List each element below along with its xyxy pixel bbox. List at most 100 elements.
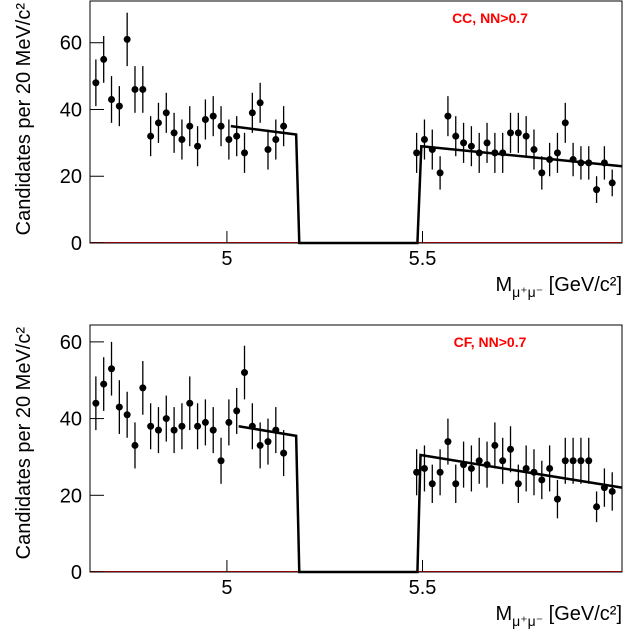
data-point xyxy=(499,457,507,465)
data-point xyxy=(201,115,209,123)
data-point xyxy=(467,464,475,472)
data-point xyxy=(436,468,444,476)
data-point xyxy=(147,422,155,430)
data-point xyxy=(280,449,288,457)
data-point xyxy=(280,122,288,130)
data-point xyxy=(170,129,178,137)
data-point xyxy=(147,132,155,140)
y-tick-label: 60 xyxy=(60,33,82,55)
data-point xyxy=(248,109,256,117)
data-point xyxy=(162,415,170,423)
data-point xyxy=(272,136,280,144)
x-tick-label: 5 xyxy=(221,248,232,270)
panel: 0 20 40 60 5 5.5 Mμ⁺μ⁻ [GeV/c²] Candidates per … xyxy=(13,0,623,300)
data-point xyxy=(256,99,264,107)
data-point xyxy=(553,495,561,503)
y-tick-label: 20 xyxy=(60,166,82,188)
data-point xyxy=(108,365,116,373)
panel-label: CF, NN>0.7 xyxy=(454,334,527,350)
x-axis-label: Mμ⁺μ⁻ [GeV/c²] xyxy=(496,603,623,629)
data-point xyxy=(467,142,475,150)
data-point xyxy=(209,426,217,434)
y-axis-label: Candidates per 20 MeV/c² xyxy=(13,3,35,236)
data-point xyxy=(115,102,123,110)
data-point xyxy=(131,441,139,449)
data-point xyxy=(538,169,546,177)
data-point xyxy=(420,464,428,472)
data-point xyxy=(514,129,522,137)
data-point xyxy=(436,169,444,177)
data-point xyxy=(154,426,162,434)
data-point xyxy=(256,441,264,449)
data-point xyxy=(217,457,225,465)
panel: 0 20 40 60 5 5.5 Mμ⁺μ⁻ [GeV/c²] Candidates per … xyxy=(13,324,623,629)
data-point xyxy=(561,457,569,465)
data-point xyxy=(608,487,616,495)
data-point xyxy=(413,149,421,157)
data-point xyxy=(507,129,515,137)
x-tick-label: 5.5 xyxy=(409,248,437,270)
data-point xyxy=(514,480,522,488)
data-point xyxy=(92,79,100,87)
data-point xyxy=(186,399,194,407)
data-point xyxy=(569,457,577,465)
data-point xyxy=(201,418,209,426)
y-tick-label: 20 xyxy=(60,485,82,507)
data-point xyxy=(593,503,601,511)
x-label-sub: μ⁺μ⁻ xyxy=(512,613,543,629)
data-point xyxy=(264,146,272,154)
data-point xyxy=(522,464,530,472)
data-point xyxy=(139,85,147,93)
data-point xyxy=(154,119,162,127)
x-tick-label: 5 xyxy=(221,577,232,599)
data-point xyxy=(593,186,601,194)
data-point xyxy=(241,149,249,157)
data-point xyxy=(444,438,452,446)
data-point xyxy=(92,399,100,407)
data-point xyxy=(115,403,123,411)
y-tick-label: 0 xyxy=(71,562,82,584)
data-point xyxy=(162,109,170,117)
data-point xyxy=(420,136,428,144)
data-point xyxy=(608,179,616,187)
data-point xyxy=(178,422,186,430)
data-point xyxy=(475,457,483,465)
data-point xyxy=(452,480,460,488)
data-point xyxy=(100,380,108,388)
data-point xyxy=(577,457,585,465)
y-tick-label: 40 xyxy=(60,409,82,431)
data-point xyxy=(100,55,108,63)
x-label-unit: [GeV/c²] xyxy=(543,603,622,625)
data-point xyxy=(585,457,593,465)
data-point xyxy=(225,136,233,144)
data-point xyxy=(131,85,139,93)
data-point xyxy=(530,146,538,154)
data-point xyxy=(233,132,241,140)
data-point xyxy=(241,369,249,377)
x-label-sub: μ⁺μ⁻ xyxy=(512,284,543,300)
fit-line xyxy=(230,124,623,245)
data-point xyxy=(546,464,554,472)
data-point xyxy=(186,122,194,130)
data-point xyxy=(108,95,116,103)
y-tick-label: 60 xyxy=(60,332,82,354)
data-point xyxy=(225,418,233,426)
data-point xyxy=(178,136,186,144)
x-label-unit: [GeV/c²] xyxy=(543,274,622,296)
data-point xyxy=(561,119,569,127)
data-point xyxy=(507,445,515,453)
data-point xyxy=(139,384,147,392)
data-point xyxy=(264,438,272,446)
data-point xyxy=(194,142,202,150)
x-label-main: M xyxy=(496,274,513,296)
panel-label: CC, NN>0.7 xyxy=(452,10,528,26)
data-point xyxy=(194,422,202,430)
y-tick-label: 40 xyxy=(60,99,82,121)
data-point xyxy=(428,480,436,488)
data-point xyxy=(413,468,421,476)
y-tick-label: 0 xyxy=(71,233,82,255)
plot-frame xyxy=(89,0,623,244)
x-tick-label: 5.5 xyxy=(409,577,437,599)
data-point xyxy=(491,441,499,449)
